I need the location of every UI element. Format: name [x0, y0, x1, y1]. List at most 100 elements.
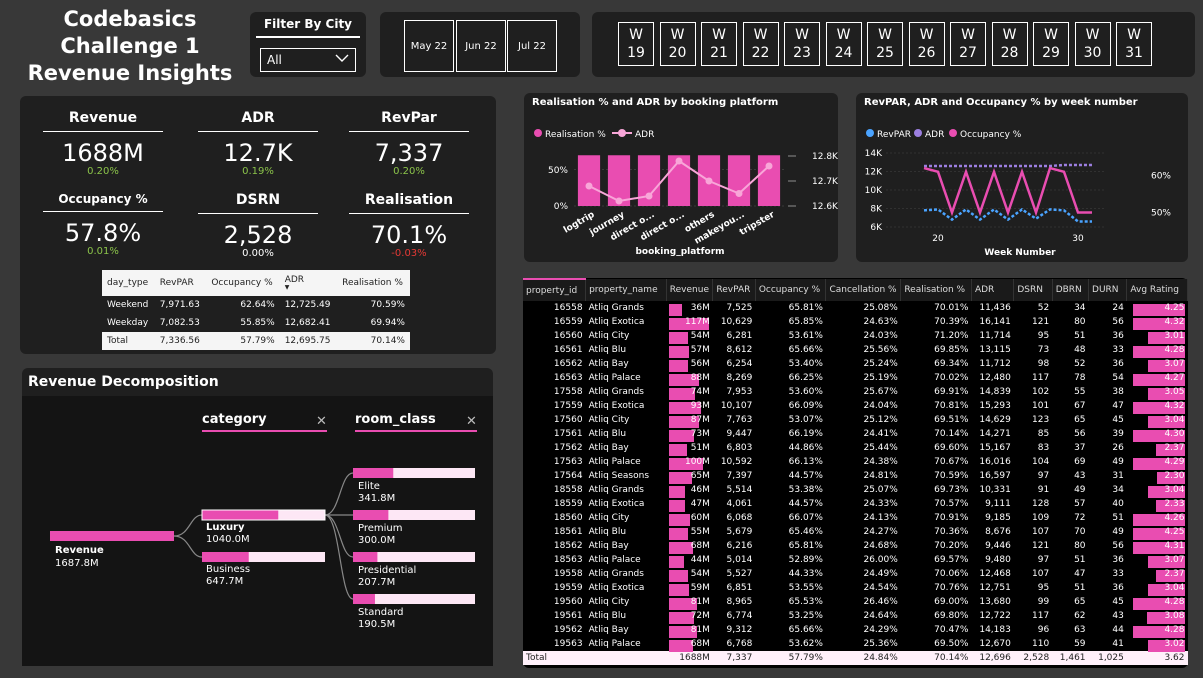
table-cell: 52 [1037, 303, 1050, 313]
table-row[interactable]: 17564 Atliq Seasons 65M 7,397 44.57% 24.81% 70… [523, 469, 1188, 484]
table-row[interactable]: 18561 Atliq Blu 55M 5,679 65.46% 24.27% 70.36%… [523, 525, 1188, 540]
room-class-bar-track[interactable] [353, 552, 475, 562]
table-cell: 69.50% [934, 639, 969, 649]
col-header-revenue[interactable]: Revenue [666, 279, 714, 301]
week-button-29[interactable]: W 29 [1033, 22, 1069, 66]
col-header-dsrn[interactable]: DSRN [1013, 279, 1053, 301]
room-class-bar-track[interactable] [353, 510, 475, 520]
room-class-bar-track[interactable] [353, 594, 475, 604]
table-row[interactable]: 18558 Atliq Grands 46M 5,514 53.38% 25.07% 69.… [523, 483, 1188, 498]
week-button-28[interactable]: W 28 [991, 22, 1028, 66]
table-row[interactable]: 16561 Atliq Blu 57M 8,612 65.66% 25.56% 69.85%… [523, 343, 1188, 358]
col-header-cancellation-[interactable]: Cancellation % [825, 279, 902, 301]
col-header-adr[interactable]: ADR [971, 279, 1015, 301]
week-button-22[interactable]: W 22 [742, 22, 779, 66]
table-row[interactable]: 19559 Atliq Exotica 59M 6,851 53.55% 24.54% 70… [523, 581, 1188, 596]
table-row[interactable]: 18563 Atliq Palace 44M 5,014 52.89% 26.00% 69.… [523, 553, 1188, 568]
table-total-row: Total 1688M 7,337 57.79% 24.84% 70.14% 12,696 2… [523, 651, 1188, 665]
table-row[interactable]: 18562 Atliq Bay 68M 6,216 65.81% 24.68% 70.20%… [523, 539, 1188, 554]
month-button-may[interactable]: May 22 [404, 20, 454, 72]
col-header-durn[interactable]: DURN [1088, 279, 1128, 301]
col-header-revpar[interactable]: RevPAR [712, 279, 756, 301]
week-button-19[interactable]: W 19 [618, 22, 654, 66]
week-button-26[interactable]: W 26 [908, 22, 945, 66]
week-button-21[interactable]: W 21 [701, 22, 737, 66]
remove-level-category-icon[interactable]: ✕ [316, 414, 327, 429]
week-button-27[interactable]: W 27 [950, 22, 986, 66]
col-header-dbrn[interactable]: DBRN [1052, 279, 1090, 301]
room-class-label: Premium [358, 523, 403, 534]
table-row[interactable]: 18559 Atliq Exotica 47M 4,061 44.57% 24.33% 70… [523, 497, 1188, 512]
point-adr[interactable] [735, 190, 743, 197]
y-tick-label: 8K [870, 205, 883, 215]
bar-realisation[interactable] [757, 155, 781, 206]
week-button-25[interactable]: W 25 [867, 22, 903, 66]
table-row[interactable]: 19563 Atliq Palace 68M 6,768 53.62% 25.36% 69.… [523, 637, 1188, 652]
week-button-31[interactable]: W 31 [1116, 22, 1152, 66]
table-row[interactable]: 18560 Atliq City 60M 6,068 66.07% 24.13% 70.91… [523, 511, 1188, 526]
table-cell: Atliq Bay [588, 541, 629, 551]
category-value: 647.7M [206, 576, 243, 587]
point-adr[interactable] [615, 197, 623, 205]
bar-realisation[interactable] [577, 155, 601, 206]
point-adr[interactable] [705, 177, 713, 185]
table-cell: 53.60% [788, 387, 823, 397]
week-button-23[interactable]: W 23 [784, 22, 820, 66]
revenue-data-bar [669, 458, 704, 470]
table-cell: 8,676 [985, 527, 1011, 537]
month-button-jul[interactable]: Jul 22 [507, 20, 557, 72]
week-button-24[interactable]: W 24 [825, 22, 862, 66]
table-cell: 70.59% [934, 471, 969, 481]
table-cell: Atliq Palace [588, 555, 641, 565]
table-row[interactable]: 17559 Atliq Exotica 93M 10,107 66.09% 24.04% 7… [523, 399, 1188, 414]
col-header-occupancy-[interactable]: Occupancy % [755, 279, 827, 301]
point-adr[interactable] [675, 157, 683, 165]
rating-data-bar [1147, 584, 1185, 596]
col-header-revpar[interactable]: RevPAR [154, 270, 207, 296]
table-row[interactable]: 16563 Atliq Palace 88M 8,269 66.25% 25.19% 70.… [523, 371, 1188, 386]
col-header-day-type[interactable]: day_type [102, 270, 155, 296]
table-row[interactable]: 17558 Atliq Grands 74M 7,953 53.60% 25.67% 69.… [523, 385, 1188, 400]
table-row[interactable]: 19558 Atliq Grands 54M 5,527 44.33% 24.49% 70.… [523, 567, 1188, 582]
revenue-data-bar [669, 430, 695, 442]
col-header-avg-rating[interactable]: Avg Rating [1126, 279, 1188, 301]
table-row[interactable]: 16559 Atliq Exotica 117M 10,629 65.85% 24.63%… [523, 315, 1188, 330]
table-row[interactable]: 16560 Atliq City 54M 6,281 53.61% 24.03% 71.20… [523, 329, 1188, 344]
col-header-occupancy[interactable]: Occupancy % [206, 270, 280, 296]
table-row[interactable]: 17563 Atliq Palace 100M 10,592 66.13% 24.38% 7… [523, 455, 1188, 470]
remove-level-room-class-icon[interactable]: ✕ [466, 414, 477, 429]
table-cell: 65.85% [788, 317, 823, 327]
point-adr[interactable] [765, 162, 773, 170]
col-header-adr[interactable]: ADR ▼ [279, 270, 338, 296]
root-bar[interactable] [50, 531, 174, 541]
col-header-realisation-[interactable]: Realisation % [900, 279, 972, 301]
point-adr[interactable] [645, 192, 653, 200]
table-cell: 10,331 [979, 485, 1011, 495]
col-header-property-name[interactable]: property_name [585, 279, 667, 301]
category-bar-track[interactable] [202, 552, 325, 562]
table-cell: 6,851 [726, 583, 753, 593]
table-cell: 74M [666, 385, 713, 400]
legend-label-adr: ADR [925, 130, 944, 140]
table-cell: 9,480 [985, 555, 1011, 565]
week-button-20[interactable]: W 20 [659, 22, 696, 66]
table-row[interactable]: 16562 Atliq Bay 56M 6,254 53.40% 25.24% 69.34%… [523, 357, 1188, 372]
month-button-jun[interactable]: Jun 22 [456, 20, 506, 72]
col-header-realisation[interactable]: Realisation % [337, 270, 410, 296]
table-row[interactable]: 17562 Atliq Bay 51M 6,803 44.86% 25.44% 69.60%… [523, 441, 1188, 456]
bar-realisation[interactable] [607, 155, 631, 206]
bar-realisation[interactable] [727, 155, 751, 206]
table-row[interactable]: 19561 Atliq Blu 72M 6,774 53.25% 24.64% 69.80%… [523, 609, 1188, 624]
point-adr[interactable] [585, 182, 593, 190]
bar-realisation[interactable] [637, 155, 661, 206]
table-row[interactable]: 16558 Atliq Grands 36M 7,525 65.81% 25.08% 70.… [523, 301, 1188, 316]
revenue-data-bar [669, 612, 694, 624]
room-class-bar-track[interactable] [353, 468, 475, 478]
table-row[interactable]: 19562 Atliq Bay 81M 9,312 65.66% 24.29% 70.47%… [523, 623, 1188, 638]
table-row[interactable]: 17560 Atliq City 87M 7,763 53.07% 25.12% 69.51… [523, 413, 1188, 428]
table-row[interactable]: 17561 Atliq Blu 73M 9,447 66.19% 24.41% 70.14%… [523, 427, 1188, 442]
week-button-30[interactable]: W 30 [1074, 22, 1111, 66]
table-row[interactable]: 19560 Atliq City 81M 8,965 65.53% 26.46% 69.00… [523, 595, 1188, 610]
col-header-property-id[interactable]: property_id [523, 278, 587, 301]
city-dropdown[interactable]: All [260, 48, 356, 72]
